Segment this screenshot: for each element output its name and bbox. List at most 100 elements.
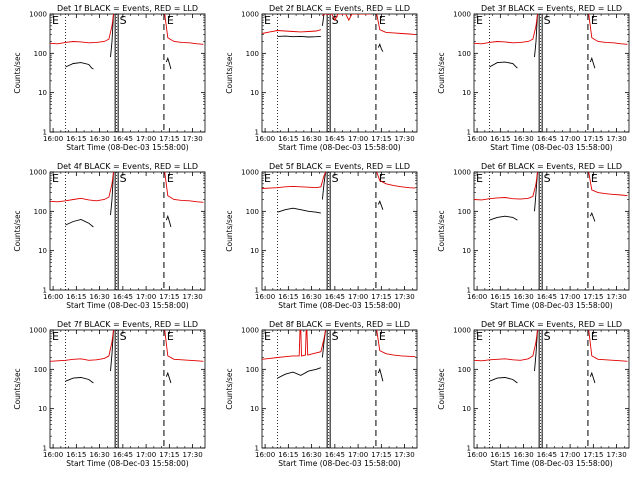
series-line-events (277, 35, 321, 38)
x-tick-label: 16:15 (278, 293, 298, 301)
x-tick-label: 17:15 (583, 451, 603, 459)
x-tick-label: 17:15 (371, 293, 391, 301)
series-line-events (65, 219, 94, 228)
plot-frame (261, 13, 418, 133)
y-tick-label: 10 (250, 405, 259, 413)
x-tick-label: 17:00 (136, 451, 156, 459)
x-tick-label: 17:30 (395, 135, 415, 143)
chart-panel-2: Det 2f BLACK = Events, RED = LLD 1 10 100 10… (225, 4, 418, 152)
plot-frame (49, 13, 206, 133)
series-line-events (377, 43, 384, 52)
panel-title: Det 5f BLACK = Events, RED = LLD (269, 162, 410, 171)
y-axis-title: Counts/sec (13, 210, 22, 251)
series-line-events (489, 377, 518, 384)
panel-title: Det 9f BLACK = Events, RED = LLD (481, 320, 622, 329)
x-tick-label: 16:15 (490, 451, 510, 459)
marker-label: S (544, 172, 551, 185)
x-tick-label: 16:45 (537, 451, 557, 459)
y-tick-label: 100 (458, 50, 471, 58)
x-tick-label: 16:00 (255, 293, 275, 301)
x-tick-label: 17:30 (607, 451, 627, 459)
marker-label: E (379, 330, 386, 343)
y-axis-title: Counts/sec (13, 368, 22, 409)
y-tick-label: 1 (467, 445, 471, 453)
x-tick-label: 17:00 (136, 135, 156, 143)
marker-label: E (591, 172, 598, 185)
series-line-lld (262, 29, 322, 34)
series-line-lld (376, 172, 416, 189)
chart-panel-3: Det 3f BLACK = Events, RED = LLD 1 10 100 10… (437, 4, 630, 152)
x-tick-label: 17:00 (348, 135, 368, 143)
chart-panel-8: Det 8f BLACK = Events, RED = LLD 1 10 100 10… (225, 320, 418, 468)
y-tick-label: 10 (462, 405, 471, 413)
y-tick-label: 100 (246, 366, 259, 374)
y-tick-label: 1 (467, 129, 471, 137)
marker-label: E (167, 330, 174, 343)
series-line-events (589, 371, 596, 384)
chart-panel-9: Det 9f BLACK = Events, RED = LLD 1 10 100 10… (437, 320, 630, 468)
x-axis-title: Start Time (08-Dec-03 15:58:00) (278, 143, 400, 152)
y-axis-title: Counts/sec (225, 210, 234, 251)
x-tick-label: 16:15 (66, 293, 86, 301)
y-tick-label: 1 (255, 445, 259, 453)
x-tick-label: 17:15 (159, 135, 179, 143)
x-tick-label: 16:30 (302, 135, 322, 143)
series-line-events (534, 14, 538, 58)
x-tick-label: 16:00 (43, 451, 63, 459)
marker-label: E (379, 14, 386, 27)
series-line-lld (376, 14, 416, 36)
plot-frame (49, 329, 206, 449)
x-tick-label: 17:00 (560, 293, 580, 301)
marker-label: S (544, 14, 551, 27)
series-line-events (65, 377, 94, 384)
marker-label: E (167, 14, 174, 27)
series-line-lld (322, 14, 371, 22)
chart-panel-1: Det 1f BLACK = Events, RED = LLD 1 10 100 10… (13, 4, 206, 152)
y-tick-label: 100 (246, 50, 259, 58)
panel-title: Det 8f BLACK = Events, RED = LLD (269, 320, 410, 329)
marker-label: E (476, 172, 483, 185)
x-tick-label: 16:30 (514, 451, 534, 459)
y-tick-label: 1000 (453, 11, 471, 19)
series-line-events (110, 330, 114, 372)
series-line-lld (164, 14, 204, 45)
series-line-lld (588, 172, 628, 197)
marker-label: E (264, 14, 271, 27)
y-tick-label: 1000 (453, 327, 471, 335)
panel-title: Det 4f BLACK = Events, RED = LLD (57, 162, 198, 171)
x-axis-title: Start Time (08-Dec-03 15:58:00) (66, 143, 188, 152)
marker-label: E (52, 14, 59, 27)
series-line-events (377, 367, 384, 382)
y-tick-label: 100 (458, 208, 471, 216)
chart-panel-7: Det 7f BLACK = Events, RED = LLD 1 10 100 10… (13, 320, 206, 468)
y-tick-label: 10 (38, 405, 47, 413)
y-axis-title: Counts/sec (225, 52, 234, 93)
y-tick-label: 1000 (241, 327, 259, 335)
series-line-events (321, 172, 327, 200)
x-tick-label: 17:15 (371, 135, 391, 143)
series-line-events (489, 61, 518, 69)
plot-frame (473, 171, 630, 291)
y-tick-label: 1 (255, 287, 259, 295)
y-tick-label: 1000 (29, 327, 47, 335)
x-tick-label: 17:15 (583, 293, 603, 301)
y-tick-label: 10 (38, 89, 47, 97)
x-tick-label: 16:30 (90, 135, 110, 143)
series-line-lld (50, 330, 114, 362)
x-tick-label: 17:30 (607, 293, 627, 301)
y-tick-label: 100 (246, 208, 259, 216)
y-tick-label: 10 (250, 89, 259, 97)
series-line-events (110, 172, 114, 216)
y-tick-label: 1 (43, 445, 47, 453)
series-line-lld (474, 172, 538, 201)
marker-label: S (120, 14, 127, 27)
x-tick-label: 17:15 (371, 451, 391, 459)
y-tick-label: 100 (458, 366, 471, 374)
series-line-events (321, 14, 325, 26)
marker-label: E (52, 330, 59, 343)
x-tick-label: 16:30 (514, 293, 534, 301)
marker-label: E (476, 330, 483, 343)
y-tick-label: 100 (34, 208, 47, 216)
marker-label: E (591, 14, 598, 27)
x-axis-title: Start Time (08-Dec-03 15:58:00) (490, 143, 612, 152)
